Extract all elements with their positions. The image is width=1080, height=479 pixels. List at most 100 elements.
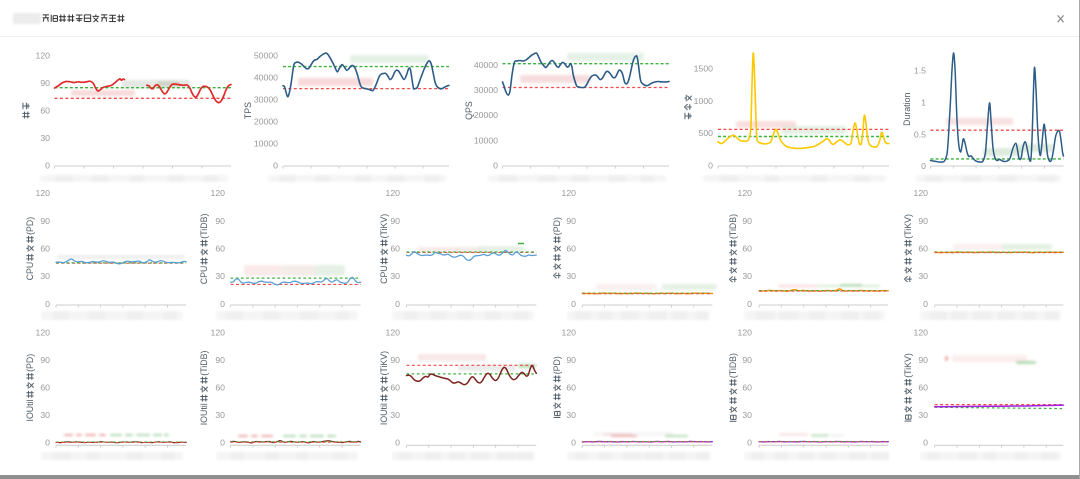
svg-text:40000: 40000 [474,60,498,70]
svg-text:0: 0 [45,160,50,170]
svg-text:30: 30 [918,410,928,420]
svg-text:0: 0 [45,438,50,448]
svg-text:IOUtil: IOUtil [25,399,35,421]
svg-text:40000: 40000 [254,73,278,83]
svg-text:120: 120 [386,188,401,198]
svg-text:QPS: QPS [464,101,474,120]
svg-text:10000: 10000 [254,139,278,149]
svg-text:1: 1 [921,98,926,108]
svg-text:60: 60 [390,244,400,254]
svg-text:60: 60 [566,383,576,393]
svg-text:30: 30 [40,410,50,420]
svg-text:30: 30 [215,410,225,420]
svg-text:30: 30 [566,410,576,420]
svg-text:120: 120 [36,188,51,198]
svg-text:60: 60 [215,244,225,254]
svg-text:0: 0 [220,438,225,448]
svg-text:30: 30 [742,271,752,281]
svg-text:90: 90 [390,355,400,365]
svg-text:(TiKV): (TiKV) [903,214,913,239]
svg-text:90: 90 [918,216,928,226]
svg-text:IOUtil: IOUtil [199,403,209,425]
svg-text:10000: 10000 [474,135,498,145]
svg-text:120: 120 [562,188,577,198]
svg-text:30: 30 [566,271,576,281]
svg-text:90: 90 [918,355,928,365]
svg-text:0.5: 0.5 [914,129,926,139]
svg-text:120: 120 [914,188,929,198]
svg-text:1500: 1500 [694,64,713,74]
svg-text:90: 90 [40,216,50,226]
svg-text:120: 120 [36,328,51,338]
svg-text:120: 120 [386,328,401,338]
svg-text:0: 0 [45,299,50,309]
svg-text:30: 30 [390,410,400,420]
svg-text:60: 60 [40,105,50,115]
svg-text:(TiKV): (TiKV) [379,214,389,239]
svg-text:60: 60 [390,383,400,393]
svg-text:60: 60 [918,383,928,393]
svg-text:120: 120 [211,188,226,198]
svg-text:0: 0 [395,438,400,448]
svg-text:(PD): (PD) [552,217,562,235]
svg-text:30000: 30000 [474,85,498,95]
svg-text:90: 90 [390,216,400,226]
svg-text:30: 30 [390,271,400,281]
svg-text:90: 90 [742,355,752,365]
svg-text:60: 60 [742,244,752,254]
svg-text:120: 120 [914,328,929,338]
svg-text:(TiKV): (TiKV) [903,353,913,378]
svg-text:(PD): (PD) [25,354,35,372]
svg-text:1000: 1000 [694,96,713,106]
svg-text:(TiDB): (TiDB) [728,353,738,378]
svg-text:(PD): (PD) [25,217,35,235]
svg-text:CPU: CPU [25,262,35,281]
svg-text:0: 0 [708,160,713,170]
svg-text:90: 90 [215,355,225,365]
svg-text:(TiDB): (TiDB) [728,214,738,239]
svg-text:30: 30 [40,271,50,281]
svg-text:0: 0 [923,438,928,448]
svg-text:60: 60 [40,383,50,393]
svg-text:30: 30 [40,133,50,143]
svg-text:90: 90 [40,355,50,365]
svg-text:CPU: CPU [199,266,209,285]
svg-text:0: 0 [220,299,225,309]
svg-text:(TiDB): (TiDB) [199,214,209,239]
svg-text:30: 30 [742,410,752,420]
svg-text:20000: 20000 [474,110,498,120]
svg-text:90: 90 [566,216,576,226]
svg-text:TPS: TPS [243,102,253,119]
svg-text:0: 0 [571,438,576,448]
svg-text:0: 0 [747,299,752,309]
svg-text:50000: 50000 [254,51,278,61]
svg-text:30: 30 [215,271,225,281]
svg-text:CPU: CPU [379,265,389,284]
svg-text:60: 60 [918,244,928,254]
svg-text:120: 120 [738,328,753,338]
svg-text:0: 0 [273,161,278,171]
svg-text:60: 60 [215,383,225,393]
svg-text:120: 120 [738,188,753,198]
svg-text:90: 90 [742,216,752,226]
svg-text:120: 120 [36,51,51,61]
svg-text:20000: 20000 [254,117,278,127]
svg-text:60: 60 [40,244,50,254]
svg-text:IOUtil: IOUtil [379,403,389,425]
svg-text:120: 120 [562,328,577,338]
svg-text:0: 0 [571,299,576,309]
svg-text:0: 0 [747,438,752,448]
svg-text:120: 120 [211,328,226,338]
svg-text:Duration: Duration [902,93,912,126]
svg-text:60: 60 [742,383,752,393]
svg-text:30000: 30000 [254,95,278,105]
svg-text:500: 500 [699,128,714,138]
svg-text:60: 60 [566,244,576,254]
svg-text:0: 0 [395,299,400,309]
svg-text:(PD): (PD) [552,356,562,374]
svg-text:90: 90 [566,355,576,365]
svg-text:1.5: 1.5 [914,66,926,76]
svg-text:90: 90 [215,216,225,226]
svg-text:30: 30 [918,271,928,281]
svg-text:(TiDB): (TiDB) [199,351,209,376]
